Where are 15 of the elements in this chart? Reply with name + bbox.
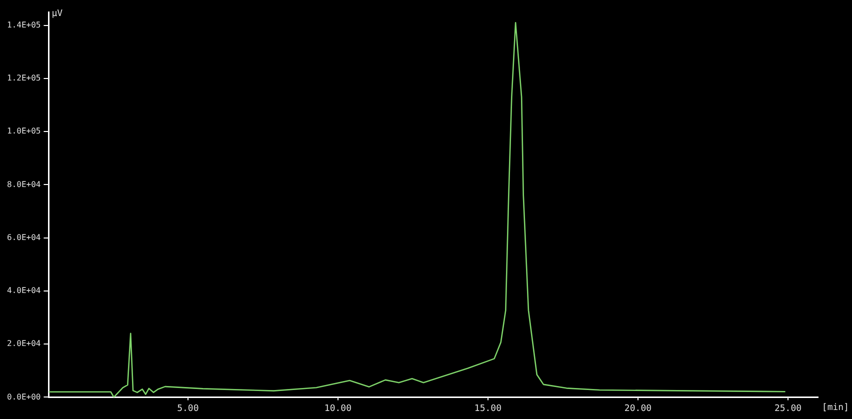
x-tick-label: 10.00 <box>324 404 352 414</box>
x-tick-label: 20.00 <box>624 404 652 414</box>
x-axis-title: [min] <box>822 403 849 414</box>
y-axis-title: µV <box>52 8 64 19</box>
y-tick-label: 0.0E+00 <box>6 392 41 402</box>
y-tick-label: 6.0E+04 <box>6 232 41 242</box>
x-tick-label: 15.00 <box>474 404 502 414</box>
y-tick-label: 1.0E+05 <box>6 126 41 136</box>
y-tick-label: 4.0E+04 <box>6 286 41 296</box>
x-tick-label: 5.00 <box>177 404 199 414</box>
y-tick-label: 1.2E+05 <box>6 73 41 82</box>
x-tick-label: 25.00 <box>774 404 802 414</box>
y-tick-label: 8.0E+04 <box>6 180 41 189</box>
y-tick-label: 1.4E+05 <box>6 20 41 30</box>
y-tick-label: 2.0E+04 <box>6 339 41 348</box>
